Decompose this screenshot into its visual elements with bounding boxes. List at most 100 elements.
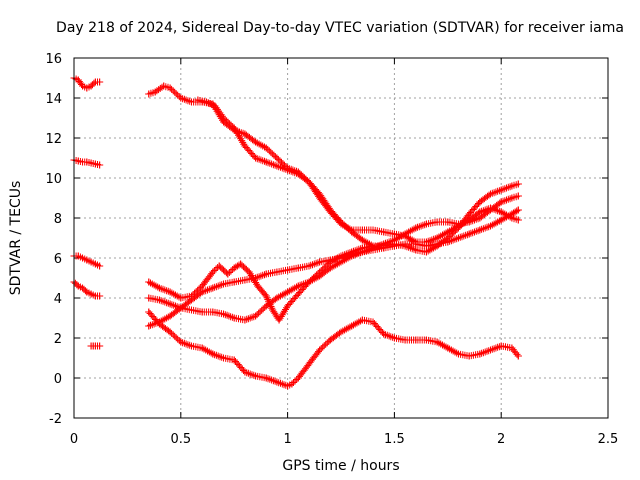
data-point <box>273 154 281 162</box>
data-point <box>444 344 452 352</box>
series-falling-a <box>145 82 388 252</box>
data-point <box>401 242 409 250</box>
data-point <box>497 342 505 350</box>
data-point <box>211 102 219 110</box>
data-point <box>83 158 91 166</box>
data-point <box>198 344 206 352</box>
data-point <box>514 180 522 188</box>
data-point <box>273 294 281 302</box>
data-point <box>358 316 366 324</box>
data-point <box>476 214 484 222</box>
data-point <box>262 374 270 382</box>
data-point <box>79 284 87 292</box>
data-point <box>422 248 430 256</box>
data-point <box>401 230 409 238</box>
y-tick-label: -2 <box>49 412 62 427</box>
data-point <box>326 336 334 344</box>
series-dip <box>145 308 522 390</box>
series-hump <box>145 180 522 324</box>
y-tick-label: 4 <box>54 292 62 307</box>
data-point <box>337 328 345 336</box>
x-tick-label: 0.5 <box>170 432 191 447</box>
data-point <box>145 278 153 286</box>
data-point <box>87 159 95 167</box>
data-point <box>433 242 441 250</box>
data-point <box>305 278 313 286</box>
data-point <box>454 224 462 232</box>
data-point <box>74 282 82 290</box>
data-point <box>433 218 441 226</box>
data-point <box>444 228 452 236</box>
data-point <box>305 360 313 368</box>
data-point <box>476 198 484 206</box>
data-point <box>465 218 473 226</box>
data-point <box>87 82 95 90</box>
data-point <box>294 282 302 290</box>
data-point <box>275 316 283 324</box>
data-point <box>348 322 356 330</box>
data-point <box>198 282 206 290</box>
data-point <box>262 270 270 278</box>
data-point <box>514 216 522 224</box>
data-point <box>209 284 217 292</box>
data-point <box>230 124 238 132</box>
data-point <box>316 194 324 202</box>
data-point <box>79 254 87 262</box>
data-point <box>316 258 324 266</box>
grid-layer <box>74 58 608 418</box>
data-point <box>237 260 245 268</box>
data-point <box>241 368 249 376</box>
data-point <box>514 352 522 360</box>
data-point <box>83 84 91 92</box>
data-point <box>465 230 473 238</box>
data-point <box>284 166 292 174</box>
data-point <box>380 228 388 236</box>
data-point <box>273 162 281 170</box>
data-point <box>96 78 104 86</box>
y-tick-label: 14 <box>45 92 62 107</box>
y-tick-label: 16 <box>45 52 62 67</box>
data-point <box>241 316 249 324</box>
data-point <box>269 306 277 314</box>
data-point <box>514 192 522 200</box>
data-point <box>316 268 324 276</box>
data-point <box>294 290 302 298</box>
data-point <box>390 334 398 342</box>
data-point <box>412 240 420 248</box>
chart-title: Day 218 of 2024, Sidereal Day-to-day VTE… <box>56 20 624 36</box>
data-point <box>316 346 324 354</box>
tick-layer <box>73 57 609 419</box>
data-point <box>358 236 366 244</box>
data-point <box>87 290 95 298</box>
data-point <box>508 194 516 202</box>
data-point <box>245 268 253 276</box>
data-point <box>241 130 249 138</box>
data-point <box>284 382 292 390</box>
data-point <box>422 336 430 344</box>
data-point <box>220 310 228 318</box>
data-point <box>433 234 441 242</box>
x-tick-label: 1 <box>283 432 291 447</box>
data-point <box>305 178 313 186</box>
data-point <box>262 158 270 166</box>
data-point <box>288 380 296 388</box>
data-point <box>177 338 185 346</box>
data-point <box>326 264 334 272</box>
data-point <box>187 292 195 300</box>
data-point <box>209 308 217 316</box>
data-point <box>284 288 292 296</box>
data-point <box>166 300 174 308</box>
tick-label-layer: 0 0.5 1 1.5 2 2.5 -2 0 2 4 6 8 10 12 14 16 <box>45 52 618 447</box>
series-layer <box>70 74 522 390</box>
data-point <box>83 256 91 264</box>
data-point <box>487 346 495 354</box>
data-point <box>369 242 377 250</box>
y-tick-label: 12 <box>45 132 62 147</box>
data-point <box>514 206 522 214</box>
series-early-a <box>70 74 104 92</box>
data-point <box>476 350 484 358</box>
data-point <box>412 336 420 344</box>
data-point <box>145 308 153 316</box>
data-point <box>155 320 163 328</box>
data-point <box>209 268 217 276</box>
